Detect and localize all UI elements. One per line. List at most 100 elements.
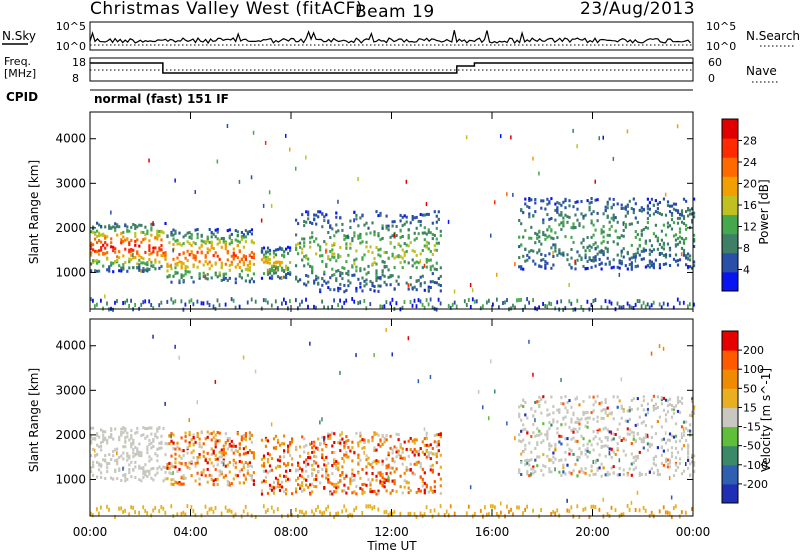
heatmap-cell: [266, 508, 269, 513]
heatmap-cell: [309, 240, 312, 244]
heatmap-cell: [674, 404, 678, 408]
heatmap-cell: [278, 262, 282, 266]
heatmap-cell: [588, 473, 591, 477]
heatmap-cell: [538, 229, 541, 233]
heatmap-cell: [566, 215, 569, 219]
heatmap-cell: [672, 435, 676, 439]
heatmap-cell: [118, 250, 121, 254]
heatmap-cell: [666, 462, 670, 466]
heatmap-cell: [254, 369, 257, 374]
heatmap-cell: [526, 504, 528, 509]
heatmap-cell: [668, 511, 671, 516]
heatmap-cell: [644, 472, 647, 476]
heatmap-cell: [550, 217, 553, 220]
heatmap-cell: [500, 134, 502, 139]
heatmap-cell: [323, 219, 326, 223]
heatmap-cell: [305, 254, 308, 258]
heatmap-cell: [345, 271, 348, 275]
heatmap-cell: [140, 479, 143, 483]
heatmap-cell: [242, 473, 245, 477]
heatmap-cell: [608, 233, 611, 237]
heatmap-cell: [210, 461, 213, 465]
heatmap-cell: [592, 437, 595, 441]
heatmap-cell: [232, 477, 235, 481]
heatmap-cell: [506, 298, 508, 303]
heatmap-cell: [345, 439, 348, 443]
heatmap-cell: [351, 237, 354, 240]
heatmap-cell: [552, 250, 554, 255]
heatmap-cell: [162, 254, 165, 257]
heatmap-cell: [646, 211, 649, 215]
heatmap-cell: [268, 271, 272, 275]
heatmap-cell: [357, 236, 360, 240]
heatmap-cell: [299, 509, 301, 514]
heatmap-cell: [198, 272, 201, 276]
heatmap-cell: [214, 438, 217, 442]
heatmap-cell: [98, 468, 101, 472]
heatmap-cell: [130, 238, 133, 242]
freq-strip: Freq. [MHz] 18 8 60 0 Nave: [4, 55, 780, 85]
heatmap-cell: [142, 261, 145, 265]
heatmap-cell: [576, 200, 579, 204]
heatmap-cell: [92, 437, 95, 441]
heatmap-cell: [345, 298, 348, 303]
heatmap-cell: [413, 285, 416, 289]
heatmap-cell: [224, 464, 227, 468]
heatmap-cell: [506, 504, 508, 509]
heatmap-cell: [353, 234, 356, 238]
heatmap-cell: [590, 212, 593, 216]
heatmap-cell: [138, 266, 141, 269]
heatmap-cell: [550, 197, 553, 201]
heatmap-cell: [379, 284, 382, 288]
heatmap-cell: [540, 265, 543, 269]
heatmap-cell: [170, 432, 173, 436]
heatmap-cell: [178, 242, 181, 246]
heatmap-cell: [305, 220, 308, 224]
heatmap-cell: [610, 505, 613, 510]
heatmap-cell: [510, 135, 512, 140]
heatmap-cell: [361, 257, 364, 261]
heatmap-cell: [106, 257, 109, 261]
heatmap-cell: [676, 124, 679, 129]
heatmap-cell: [413, 512, 416, 517]
heatmap-cell: [576, 430, 579, 434]
heatmap-cell: [216, 298, 219, 303]
heatmap-cell: [307, 257, 310, 261]
heatmap-cell: [685, 438, 688, 442]
heatmap-cell: [375, 432, 378, 436]
heatmap-cell: [401, 215, 404, 219]
heatmap-cell: [295, 275, 298, 279]
heatmap-cell: [616, 202, 619, 206]
heatmap-cell: [548, 427, 551, 431]
heatmap-cell: [524, 259, 527, 263]
heatmap-cell: [303, 512, 305, 517]
heatmap-cell: [134, 303, 136, 307]
heatmap-cell: [192, 509, 195, 513]
heatmap-cell: [104, 252, 107, 256]
heatmap-cell: [132, 248, 135, 252]
heatmap-cell: [532, 259, 535, 263]
heatmap-cell: [435, 248, 438, 252]
heatmap-cell: [160, 264, 163, 268]
heatmap-cell: [266, 258, 270, 262]
heatmap-cell: [351, 239, 354, 243]
heatmap-cell: [674, 446, 678, 450]
heatmap-cell: [656, 406, 659, 409]
heatmap-cell: [192, 302, 195, 307]
heatmap-cell: [174, 465, 177, 469]
heatmap-cell: [427, 241, 430, 245]
heatmap-cell: [291, 463, 294, 467]
heatmap-cell: [134, 256, 137, 259]
heatmap-cell: [634, 202, 637, 206]
heatmap-cell: [206, 277, 209, 281]
heatmap-cell: [268, 190, 271, 195]
heatmap-cell: [142, 433, 145, 437]
heatmap-cell: [240, 257, 243, 261]
heatmap-cell: [385, 225, 388, 228]
heatmap-cell: [315, 222, 318, 226]
heatmap-cell: [530, 458, 533, 462]
heatmap-cell: [666, 458, 670, 462]
heatmap-cell: [339, 433, 342, 437]
heatmap-cell: [638, 238, 641, 242]
heatmap-cell: [359, 216, 362, 220]
